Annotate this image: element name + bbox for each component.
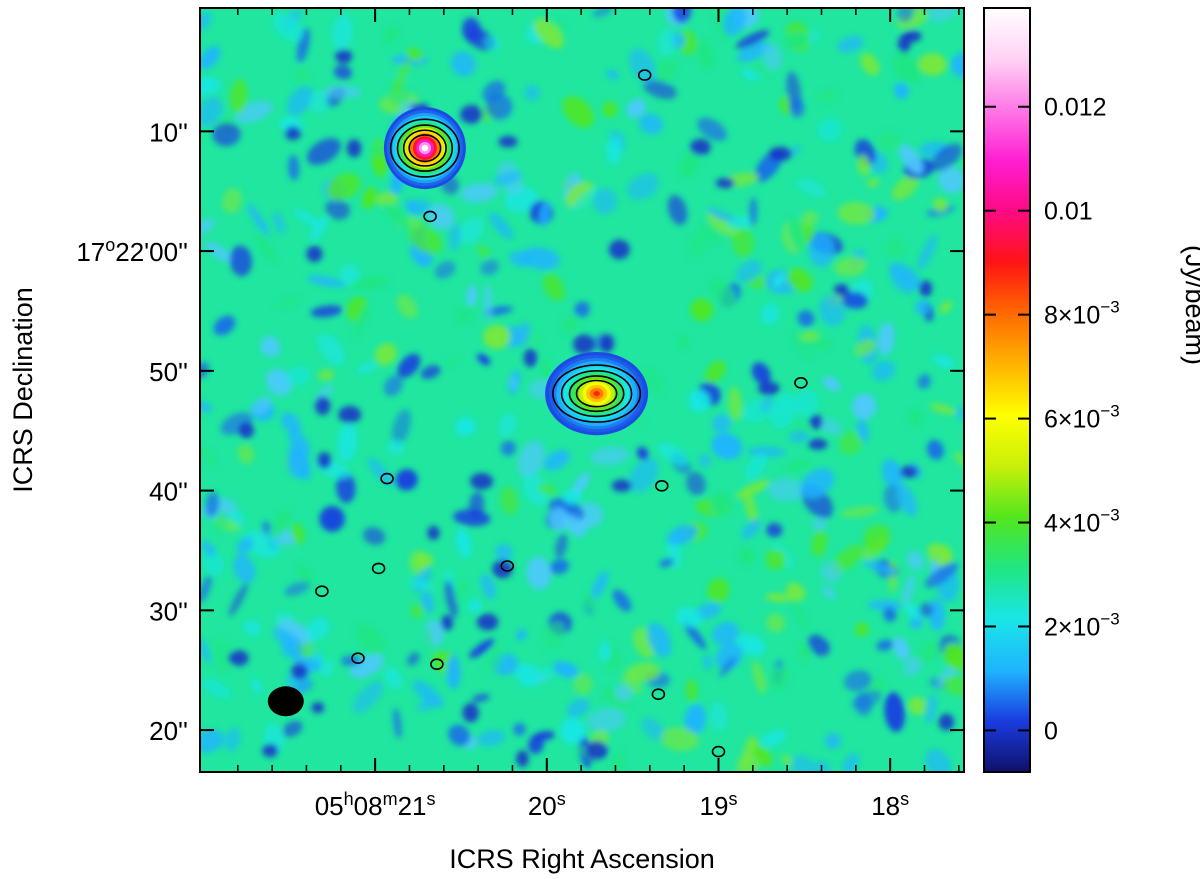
noise-contour (380, 472, 394, 485)
source-2-contours (552, 364, 642, 423)
x-tick-label: 20s (528, 789, 566, 821)
y-tick-label: 50'' (149, 357, 188, 387)
colorbar-tick-label: 0 (1044, 717, 1058, 745)
noise-contour (423, 210, 437, 223)
beam-ellipse (267, 686, 304, 717)
noise-contour (430, 658, 444, 671)
y-tick-label: 40'' (149, 477, 188, 507)
plot-frame (199, 7, 965, 773)
x-tick-label: 19s (700, 789, 738, 821)
colorbar-tick-label: 0.01 (1044, 198, 1093, 226)
noise-contour (794, 376, 808, 389)
colorbar-tick-label: 6×10−3 (1044, 402, 1120, 434)
noise-contour (500, 560, 515, 572)
noise-contour (371, 562, 386, 575)
y-tick-label: 17o22'00'' (76, 235, 188, 267)
noise-contour (651, 688, 666, 701)
source-1-contours (389, 118, 460, 178)
map-plot-area (200, 8, 964, 772)
colorbar-tick-label: 4×10−3 (1044, 506, 1120, 538)
colorbar: 0.012 0.01 8×10−3 6×10−3 4×10−3 2×10−3 0 (Jy/b… (983, 7, 1200, 773)
y-tick-label: 30'' (149, 596, 188, 626)
noise-contour (711, 745, 726, 758)
colorbar-title: (Jy/beam) (1180, 245, 1200, 365)
contour-layer (315, 69, 808, 758)
y-tick-label: 20'' (149, 716, 188, 746)
noise-contour (351, 652, 365, 665)
y-axis-title: ICRS Declination (8, 287, 38, 493)
colorbar-gradient (983, 7, 1031, 773)
colorbar-tick-label: 2×10−3 (1044, 609, 1120, 641)
y-axis-ticks: 10'' 17o22'00'' 50'' 40'' 30'' 20'' (76, 117, 964, 746)
colorbar-tick-label: 0.012 (1044, 94, 1107, 122)
x-axis-ticks: 05h08m21s 20s 19s 18s (237, 8, 960, 821)
colorbar-tick-label: 8×10−3 (1044, 298, 1120, 330)
noise-field (200, 8, 964, 772)
x-tick-label: 05h08m21s (315, 789, 436, 821)
x-axis-title: ICRS Right Ascension (449, 844, 715, 874)
noise-contour (315, 585, 329, 598)
colorbar-ticks: 0.012 0.01 8×10−3 6×10−3 4×10−3 2×10−3 0 (984, 94, 1120, 745)
noise-contour (654, 479, 669, 492)
x-tick-label: 18s (871, 789, 909, 821)
y-tick-label: 10'' (149, 117, 188, 147)
noise-contour (637, 69, 652, 81)
